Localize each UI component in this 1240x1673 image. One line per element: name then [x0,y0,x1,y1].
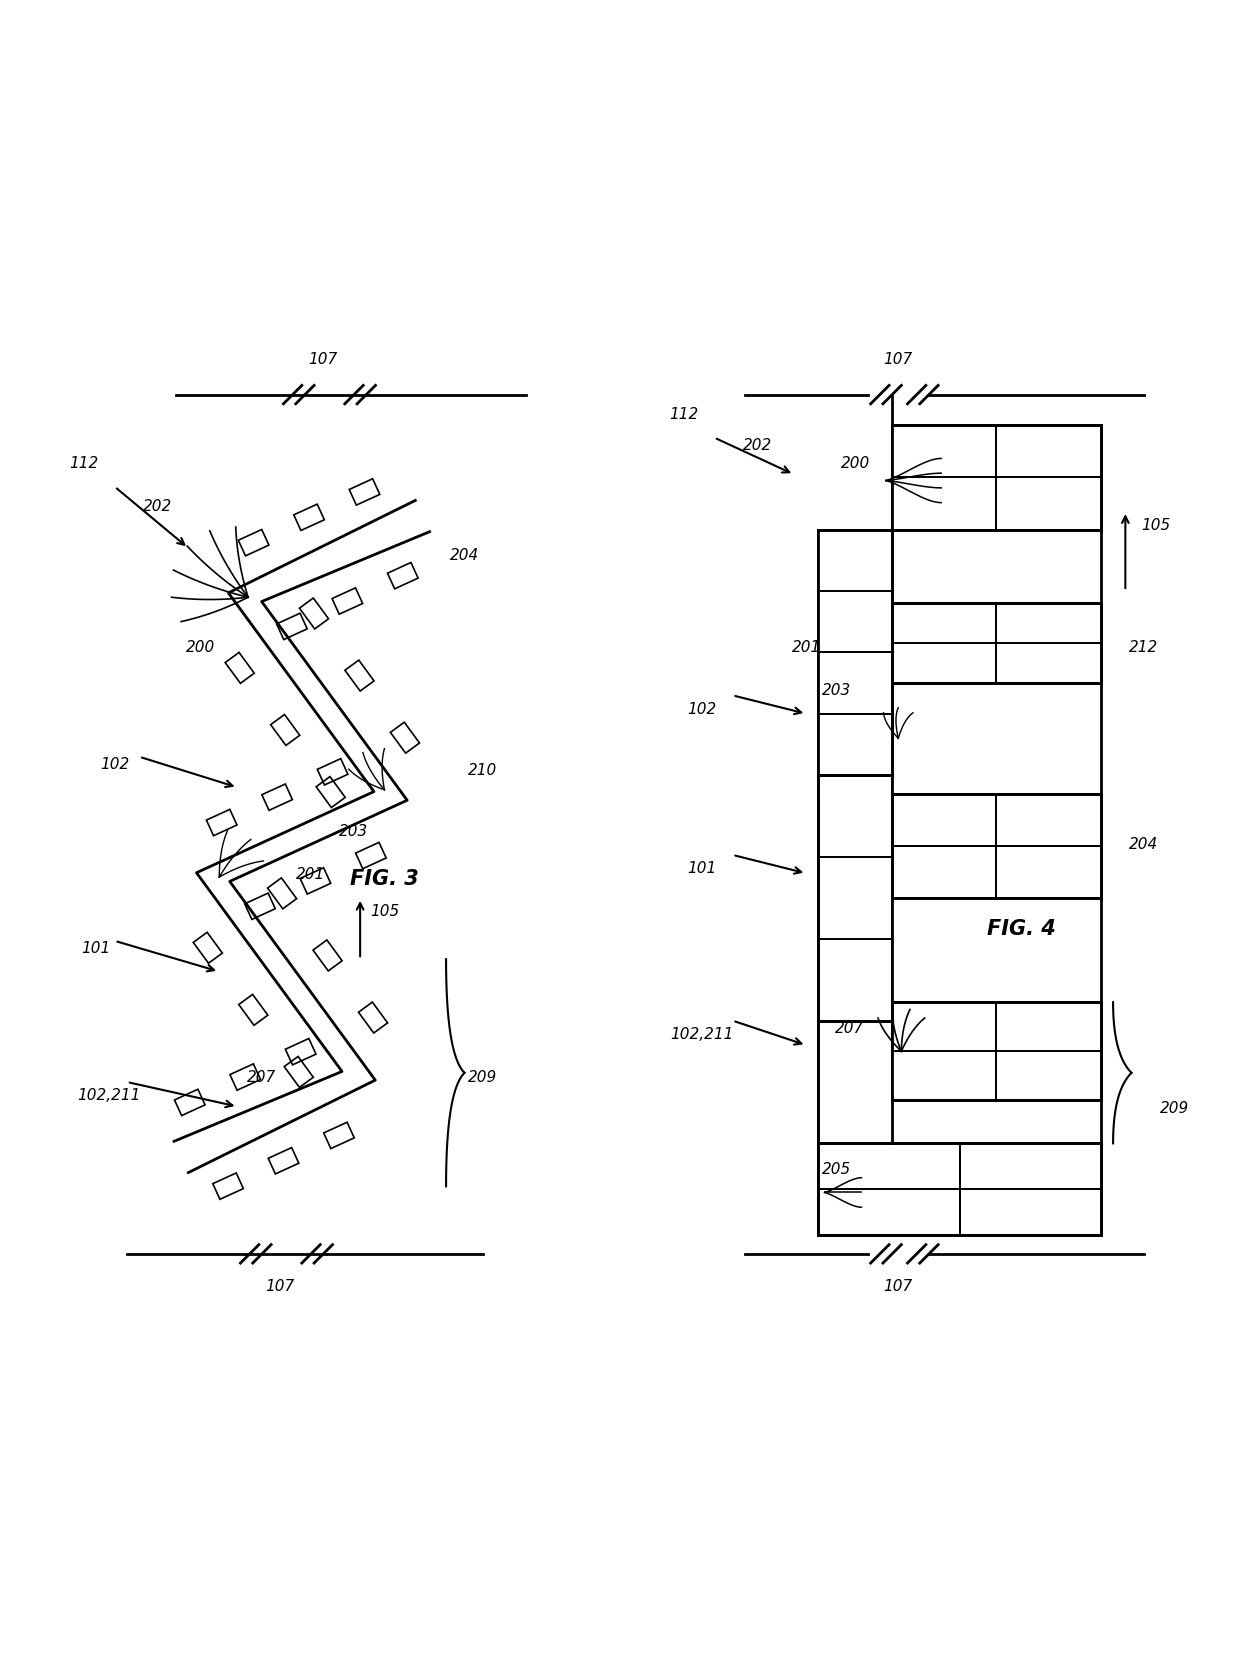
Text: 204: 204 [1130,836,1158,852]
Bar [238,529,269,555]
Bar [356,843,386,868]
Bar [270,714,300,746]
Bar [350,478,379,505]
Text: 107: 107 [884,1278,913,1293]
Bar [229,1064,260,1091]
Text: 212: 212 [1130,641,1158,656]
Bar [193,932,222,964]
Text: 107: 107 [309,351,339,366]
Text: 202: 202 [743,438,771,453]
Text: 105: 105 [370,905,399,918]
Text: 107: 107 [265,1278,295,1293]
Bar [175,1089,205,1116]
Bar [316,776,345,808]
Bar [268,1148,299,1174]
Text: 102,211: 102,211 [77,1089,140,1104]
Bar [285,1039,316,1064]
Text: 101: 101 [687,862,717,877]
Text: 101: 101 [82,942,110,955]
Text: FIG. 4: FIG. 4 [987,918,1055,939]
Bar [213,1173,243,1200]
Bar [300,868,331,893]
Bar [268,878,296,908]
Bar [299,597,329,629]
Bar [317,758,348,785]
Bar [312,940,342,970]
Bar [345,661,374,691]
Bar [277,614,308,639]
Bar [391,723,419,753]
Text: 203: 203 [822,683,852,698]
Text: 102: 102 [100,756,129,771]
Text: 200: 200 [841,457,870,472]
Text: 202: 202 [143,499,172,514]
Text: FIG. 3: FIG. 3 [351,870,419,890]
Text: 107: 107 [884,351,913,366]
Text: 204: 204 [450,549,479,564]
Text: 205: 205 [822,1163,852,1178]
Text: 112: 112 [668,407,698,422]
Bar [262,785,293,810]
Bar [284,1056,314,1087]
Text: 207: 207 [247,1071,277,1086]
Bar [244,893,275,920]
Text: 209: 209 [1159,1101,1189,1116]
Text: 201: 201 [296,868,326,882]
Bar [239,994,268,1026]
Bar [332,587,362,614]
Text: 210: 210 [469,763,497,778]
Text: 102,211: 102,211 [670,1027,734,1042]
Text: 200: 200 [186,641,216,656]
Text: 201: 201 [791,641,821,656]
Text: 105: 105 [1142,517,1171,532]
Bar [294,504,325,530]
Text: 203: 203 [340,825,368,840]
Text: 102: 102 [687,701,717,716]
Bar [226,652,254,683]
Text: 112: 112 [69,457,98,472]
Bar [358,1002,388,1032]
Text: 209: 209 [469,1071,497,1086]
Bar [206,810,237,836]
Text: 207: 207 [835,1021,864,1036]
Bar [324,1123,355,1149]
Bar [388,562,418,589]
